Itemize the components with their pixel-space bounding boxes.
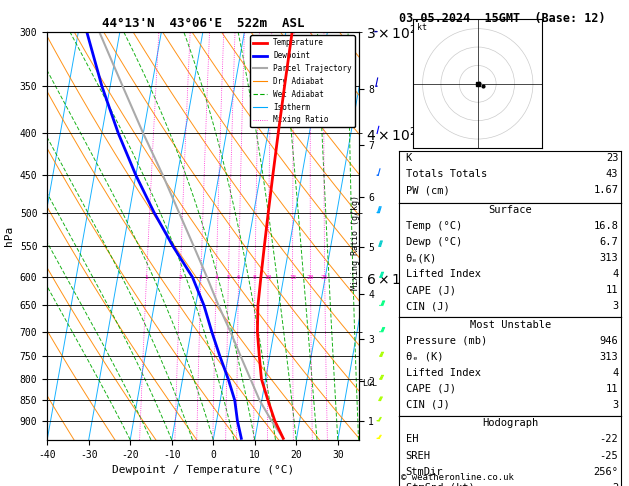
Text: -22: -22: [599, 434, 618, 445]
Text: 946: 946: [599, 336, 618, 346]
Text: 3: 3: [199, 275, 203, 279]
Text: 3: 3: [612, 301, 618, 312]
Text: EH: EH: [406, 434, 418, 445]
Text: kt: kt: [417, 23, 427, 32]
Text: θₑ(K): θₑ(K): [406, 253, 437, 263]
Text: K: K: [406, 153, 412, 163]
Text: 6.7: 6.7: [599, 237, 618, 247]
X-axis label: Dewpoint / Temperature (°C): Dewpoint / Temperature (°C): [112, 465, 294, 475]
Text: 256°: 256°: [593, 467, 618, 477]
Text: StmSpd (kt): StmSpd (kt): [406, 483, 474, 486]
Text: © weatheronline.co.uk: © weatheronline.co.uk: [401, 473, 514, 482]
Text: 2: 2: [612, 483, 618, 486]
Text: PW (cm): PW (cm): [406, 185, 450, 195]
Text: 3: 3: [612, 400, 618, 410]
Text: 313: 313: [599, 352, 618, 362]
Text: Temp (°C): Temp (°C): [406, 221, 462, 231]
Text: Surface: Surface: [489, 205, 532, 215]
Y-axis label: hPa: hPa: [4, 226, 14, 246]
Text: 16.8: 16.8: [593, 221, 618, 231]
Y-axis label: km
ASL: km ASL: [420, 227, 442, 244]
Text: CIN (J): CIN (J): [406, 301, 450, 312]
Text: CIN (J): CIN (J): [406, 400, 450, 410]
Text: 4: 4: [612, 368, 618, 378]
Text: 4: 4: [214, 275, 218, 279]
Text: CAPE (J): CAPE (J): [406, 285, 455, 295]
Legend: Temperature, Dewpoint, Parcel Trajectory, Dry Adiabat, Wet Adiabat, Isotherm, Mi: Temperature, Dewpoint, Parcel Trajectory…: [250, 35, 355, 127]
Text: Hodograph: Hodograph: [482, 418, 538, 429]
Text: 5: 5: [226, 275, 230, 279]
Text: 11: 11: [606, 384, 618, 394]
Text: Lifted Index: Lifted Index: [406, 269, 481, 279]
Text: 2: 2: [178, 275, 182, 279]
Text: CAPE (J): CAPE (J): [406, 384, 455, 394]
Text: 25: 25: [321, 275, 328, 279]
Text: 4: 4: [612, 269, 618, 279]
Text: 03.05.2024  15GMT  (Base: 12): 03.05.2024 15GMT (Base: 12): [399, 12, 606, 25]
Text: 10: 10: [264, 275, 272, 279]
Text: Most Unstable: Most Unstable: [470, 320, 551, 330]
Text: Dewp (°C): Dewp (°C): [406, 237, 462, 247]
Text: Mixing Ratio (g/kg): Mixing Ratio (g/kg): [351, 195, 360, 291]
Text: StmDir: StmDir: [406, 467, 443, 477]
Text: 11: 11: [606, 285, 618, 295]
Text: 313: 313: [599, 253, 618, 263]
Text: 15: 15: [289, 275, 296, 279]
Text: 6: 6: [237, 275, 240, 279]
Text: -25: -25: [599, 451, 618, 461]
Text: θₑ (K): θₑ (K): [406, 352, 443, 362]
Text: 23: 23: [606, 153, 618, 163]
Text: 8: 8: [253, 275, 257, 279]
Text: SREH: SREH: [406, 451, 431, 461]
Text: Pressure (mb): Pressure (mb): [406, 336, 487, 346]
Text: 1.67: 1.67: [593, 185, 618, 195]
Text: 20: 20: [307, 275, 314, 279]
Text: LCL: LCL: [362, 379, 377, 388]
Text: Totals Totals: Totals Totals: [406, 169, 487, 179]
Text: 1: 1: [145, 275, 148, 279]
Text: 43: 43: [606, 169, 618, 179]
Title: 44°13'N  43°06'E  522m  ASL: 44°13'N 43°06'E 522m ASL: [102, 17, 304, 31]
Text: Lifted Index: Lifted Index: [406, 368, 481, 378]
